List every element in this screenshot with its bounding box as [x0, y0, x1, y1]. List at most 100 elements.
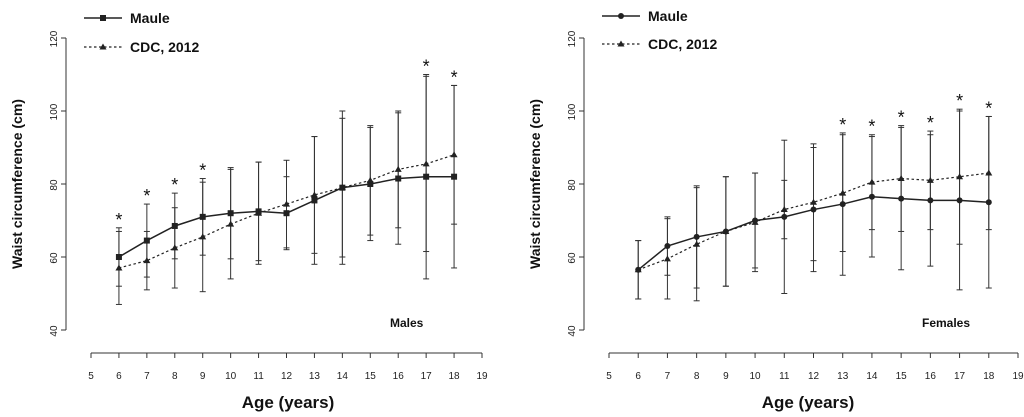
legend-entry-maule: Maule: [84, 10, 170, 26]
data-point-maule: [171, 222, 178, 229]
significance-asterisk: *: [451, 67, 458, 87]
data-point-cdc: [634, 266, 642, 273]
data-point-cdc: [422, 160, 430, 167]
x-tick-label: 19: [476, 371, 488, 382]
data-point-maule: [283, 210, 290, 217]
legend-marker: [100, 15, 106, 21]
significance-asterisk: *: [956, 91, 963, 111]
legend-entry-cdc: CDC, 2012: [84, 39, 199, 55]
x-tick-label: 6: [116, 371, 122, 382]
x-tick-label: 13: [309, 371, 321, 382]
x-tick-label: 12: [808, 371, 820, 382]
x-tick-label: 16: [393, 371, 405, 382]
significance-asterisk: *: [898, 108, 905, 128]
data-point-cdc: [143, 257, 151, 264]
x-axis-label: Age (years): [242, 393, 335, 412]
data-point-cdc: [338, 184, 346, 191]
data-point-maule: [810, 206, 817, 213]
data-point-cdc: [450, 151, 458, 158]
legend-marker: [617, 40, 625, 47]
x-tick-label: 15: [896, 371, 908, 382]
data-point-cdc: [394, 165, 402, 172]
data-point-maule: [311, 197, 318, 204]
x-tick-label: 11: [253, 371, 264, 382]
x-axis-label: Age (years): [762, 393, 855, 412]
x-tick-label: 9: [200, 371, 206, 382]
data-point-cdc: [693, 240, 701, 247]
legend-label: CDC, 2012: [130, 39, 199, 55]
data-point-cdc: [366, 176, 374, 183]
significance-asterisk: *: [868, 117, 875, 137]
legend-label: Maule: [130, 10, 170, 26]
x-tick-label: 8: [172, 371, 178, 382]
panel-title: Males: [390, 316, 424, 330]
legend-label: Maule: [648, 8, 688, 24]
y-tick-label: 100: [49, 103, 60, 120]
x-tick-label: 6: [635, 371, 641, 382]
legend-marker: [99, 43, 107, 50]
data-point-cdc: [663, 255, 671, 262]
data-point-cdc: [199, 233, 207, 240]
x-tick-label: 7: [665, 371, 671, 382]
y-tick-label: 40: [49, 325, 60, 337]
y-tick-label: 40: [567, 325, 578, 337]
data-point-maule: [199, 213, 206, 220]
y-tick-label: 60: [567, 252, 578, 264]
data-point-maule: [451, 173, 458, 180]
significance-asterisk: *: [199, 161, 206, 181]
x-tick-label: 14: [337, 371, 349, 382]
x-tick-label: 12: [281, 371, 293, 382]
data-point-cdc: [956, 173, 964, 180]
significance-asterisk: *: [839, 115, 846, 135]
data-point-cdc: [868, 178, 876, 185]
y-tick-label: 80: [49, 179, 60, 191]
x-tick-label: 9: [723, 371, 729, 382]
significance-asterisk: *: [927, 113, 934, 133]
data-point-maule: [956, 197, 963, 204]
data-point-maule: [868, 193, 875, 200]
significance-asterisk: *: [143, 186, 150, 206]
y-tick-label: 120: [49, 30, 60, 47]
data-point-cdc: [115, 264, 123, 271]
data-point-cdc: [839, 189, 847, 196]
x-tick-label: 11: [779, 371, 790, 382]
legend-entry-cdc: CDC, 2012: [602, 36, 717, 52]
legend-entry-maule: Maule: [602, 8, 688, 24]
legend-marker: [618, 13, 624, 19]
x-tick-label: 17: [954, 371, 966, 382]
panel-title: Females: [922, 316, 970, 330]
data-point-maule: [839, 201, 846, 208]
significance-asterisk: *: [171, 175, 178, 195]
y-axis-label: Waist circumference (cm): [9, 99, 25, 269]
data-point-cdc: [985, 169, 993, 176]
x-tick-label: 7: [144, 371, 150, 382]
data-point-maule: [115, 254, 122, 260]
data-point-maule: [227, 210, 234, 217]
data-point-cdc: [810, 198, 817, 205]
data-point-cdc: [255, 209, 263, 216]
y-tick-label: 120: [567, 30, 578, 47]
x-tick-label: 13: [837, 371, 849, 382]
data-point-cdc: [926, 176, 934, 183]
x-tick-label: 5: [88, 371, 94, 382]
data-point-maule: [898, 195, 905, 202]
females-panel: 40 60 80 100 120 Waist circumference (cm) 5 6 7 8…: [527, 8, 1024, 412]
data-point-maule: [367, 181, 374, 187]
data-point-cdc: [751, 218, 759, 225]
data-point-cdc: [722, 227, 730, 234]
y-axis-label: Waist circumference (cm): [527, 99, 543, 269]
data-point-cdc: [283, 200, 290, 207]
y-tick-label: 60: [49, 252, 60, 264]
data-point-maule: [985, 199, 992, 206]
x-tick-label: 10: [750, 371, 762, 382]
data-point-maule: [664, 243, 671, 250]
significance-asterisk: *: [115, 210, 122, 230]
x-tick-label: 5: [606, 371, 612, 382]
y-tick-label: 100: [567, 103, 578, 120]
x-tick-label: 17: [421, 371, 433, 382]
y-tick-label: 80: [567, 179, 578, 191]
data-point-maule: [927, 197, 934, 204]
legend-label: CDC, 2012: [648, 36, 717, 52]
x-tick-label: 16: [925, 371, 937, 382]
